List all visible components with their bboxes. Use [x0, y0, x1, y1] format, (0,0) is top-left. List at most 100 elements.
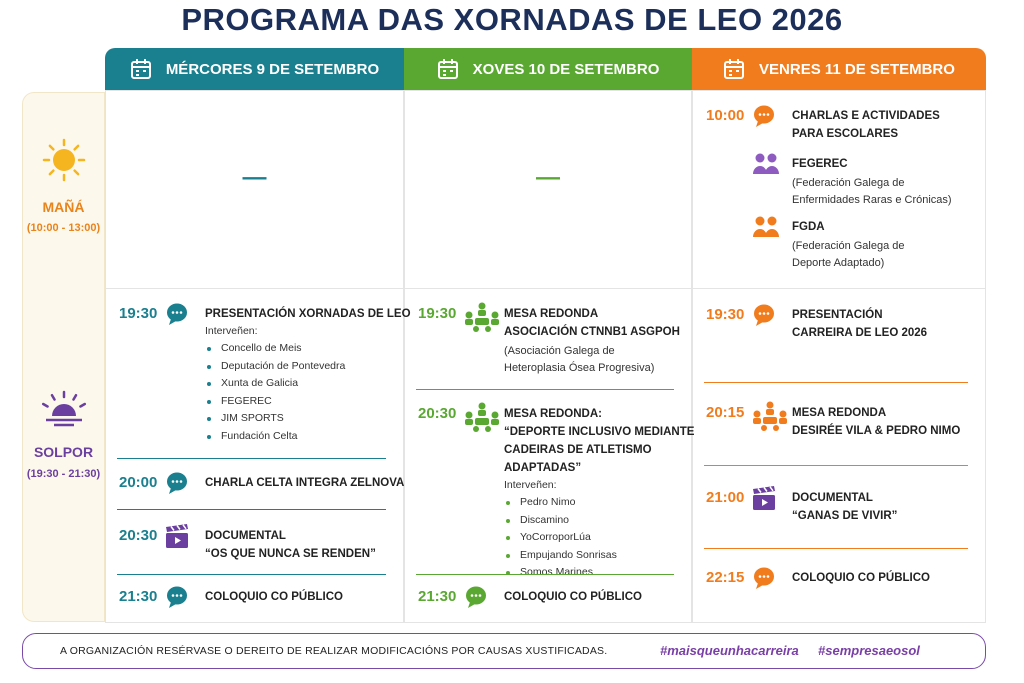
period-name: MAÑÁ — [42, 199, 85, 215]
event-text: MESA REDONDA ASOCIACIÓN CTNNB1 ASGPOH (Aso… — [504, 305, 680, 377]
speaker: Deputación de Pontevedra — [205, 358, 411, 376]
event-icon — [165, 585, 189, 614]
footer-box — [22, 633, 986, 669]
event-text: COLOQUIO CO PÚBLICO — [205, 588, 343, 606]
event-time: 21:30 — [119, 588, 158, 605]
event-title: FEGEREC — [792, 158, 848, 170]
separator — [416, 389, 674, 390]
speaker: YoCorroporLúa — [504, 529, 694, 547]
event-text: CHARLA CELTA INTEGRA ZELNOVA — [205, 474, 404, 492]
event-title: “DEPORTE INCLUSIVO MEDIANTE — [504, 426, 695, 438]
event-text: COLOQUIO CO PÚBLICO — [504, 588, 642, 606]
separator — [704, 548, 968, 549]
event-text: DOCUMENTAL “GANAS DE VIVIR” — [792, 489, 897, 525]
event-text: FGDA (Federación Galega de Deporte Adaptad… — [792, 218, 905, 272]
speaker: Concello de Meis — [205, 340, 411, 358]
event-text: MESA REDONDA DESIRÉE VILA & PEDRO NIMO — [792, 404, 960, 440]
event-title: DESIRÉE VILA & PEDRO NIMO — [792, 425, 961, 437]
sunset-icon — [36, 384, 92, 435]
cell — [105, 288, 404, 623]
separator — [117, 574, 386, 575]
event-title: PRESENTACIÓN — [792, 309, 883, 321]
event-time: 20:15 — [706, 404, 745, 421]
event-time: 10:00 — [706, 107, 745, 124]
event-title: DOCUMENTAL — [792, 492, 873, 504]
empty-slot: — — [536, 164, 560, 191]
event-icon — [165, 302, 189, 331]
event-icon — [165, 471, 189, 500]
empty-slot: — — [242, 164, 267, 191]
event-detail: Heteroplasia Ósea Progresiva) — [504, 362, 655, 374]
event-title: “OS QUE NUNCA SE RENDEN” — [205, 548, 376, 560]
event-time: 22:15 — [706, 569, 745, 586]
event-detail: (Federación Galega de — [792, 177, 905, 189]
event-icon — [752, 401, 788, 438]
speaker: Empujando Sonrisas — [504, 547, 694, 565]
event-text: MESA REDONDA: “DEPORTE INCLUSIVO MEDIANTE… — [504, 405, 694, 582]
event-icon — [752, 486, 776, 517]
event-detail: (Federación Galega de — [792, 240, 905, 252]
separator — [117, 509, 386, 510]
day-label: VENRES 11 DE SETEMBRO — [759, 60, 955, 78]
sun-icon — [36, 132, 92, 193]
event-icon — [752, 104, 776, 133]
event-detail: Enfermidades Raras e Crónicas) — [792, 194, 952, 206]
event-time: 19:30 — [706, 306, 745, 323]
event-title: PRESENTACIÓN XORNADAS DE LEO — [205, 308, 411, 320]
hashtag: #sempresaeosol — [818, 643, 920, 658]
page-title: PROGRAMA DAS XORNADAS DE LEO 2026 — [181, 2, 843, 37]
period-name: SOLPOR — [33, 444, 94, 460]
event-text: CHARLAS E ACTIVIDADES PARA ESCOLARES — [792, 107, 940, 143]
event-icon — [752, 566, 776, 595]
event-icon — [752, 215, 780, 244]
cell — [692, 288, 986, 623]
event-title: CADEIRAS DE ATLETISMO — [504, 444, 652, 456]
event-time: 20:30 — [418, 405, 457, 422]
event-detail: (Asociación Galega de — [504, 345, 615, 357]
day-label: XOVES 10 DE SETEMBRO — [472, 60, 660, 78]
event-title: CARREIRA DE LEO 2026 — [792, 327, 928, 339]
speaker: Fundación Celta — [205, 428, 411, 446]
event-title: PARA ESCOLARES — [792, 128, 899, 140]
event-title: CHARLAS E ACTIVIDADES — [792, 110, 940, 122]
speaker: Pedro Nimo — [504, 494, 694, 512]
period-hours: (19:30 - 21:30) — [26, 468, 101, 480]
event-title: MESA REDONDA — [792, 407, 887, 419]
period-hours: (10:00 - 13:00) — [26, 222, 101, 234]
day-header: XOVES 10 DE SETEMBRO — [404, 48, 692, 90]
separator — [416, 574, 674, 575]
event-time: 19:30 — [418, 305, 457, 322]
event-icon — [464, 585, 488, 614]
event-icon — [752, 303, 776, 332]
event-time: 20:30 — [119, 527, 158, 544]
day-header: VENRES 11 DE SETEMBRO — [692, 48, 986, 90]
event-title: COLOQUIO CO PÚBLICO — [205, 591, 343, 603]
event-icon — [165, 524, 189, 555]
event-time: 21:30 — [418, 588, 457, 605]
event-icon — [464, 402, 500, 439]
footer-note: A ORGANIZACIÓN RESÉRVASE O DEREITO DE RE… — [60, 645, 608, 657]
event-text: PRESENTACIÓN XORNADAS DE LEO Interveñen: C… — [205, 305, 411, 445]
speakers-label: Interveñen: — [504, 479, 557, 491]
separator — [704, 465, 968, 466]
event-title: ADAPTADAS” — [504, 462, 582, 474]
speakers-label: Interveñen: — [205, 325, 258, 337]
event-title: “GANAS DE VIVIR” — [792, 510, 898, 522]
event-title: FGDA — [792, 221, 825, 233]
event-time: 20:00 — [119, 474, 158, 491]
hashtag: #maisqueunhacarreira — [660, 643, 799, 658]
event-title: DOCUMENTAL — [205, 530, 286, 542]
event-time: 21:00 — [706, 489, 745, 506]
speaker: Discamino — [504, 512, 694, 530]
event-text: DOCUMENTAL “OS QUE NUNCA SE RENDEN” — [205, 527, 376, 563]
speaker: JIM SPORTS — [205, 410, 411, 428]
event-time: 19:30 — [119, 305, 158, 322]
separator — [117, 458, 386, 459]
event-title: MESA REDONDA — [504, 308, 599, 320]
event-text: COLOQUIO CO PÚBLICO — [792, 569, 930, 587]
event-text: PRESENTACIÓN CARREIRA DE LEO 2026 — [792, 306, 927, 342]
event-text: FEGEREC (Federación Galega de Enfermidades… — [792, 155, 952, 209]
event-detail: Deporte Adaptado) — [792, 257, 885, 269]
event-title: MESA REDONDA: — [504, 408, 602, 420]
